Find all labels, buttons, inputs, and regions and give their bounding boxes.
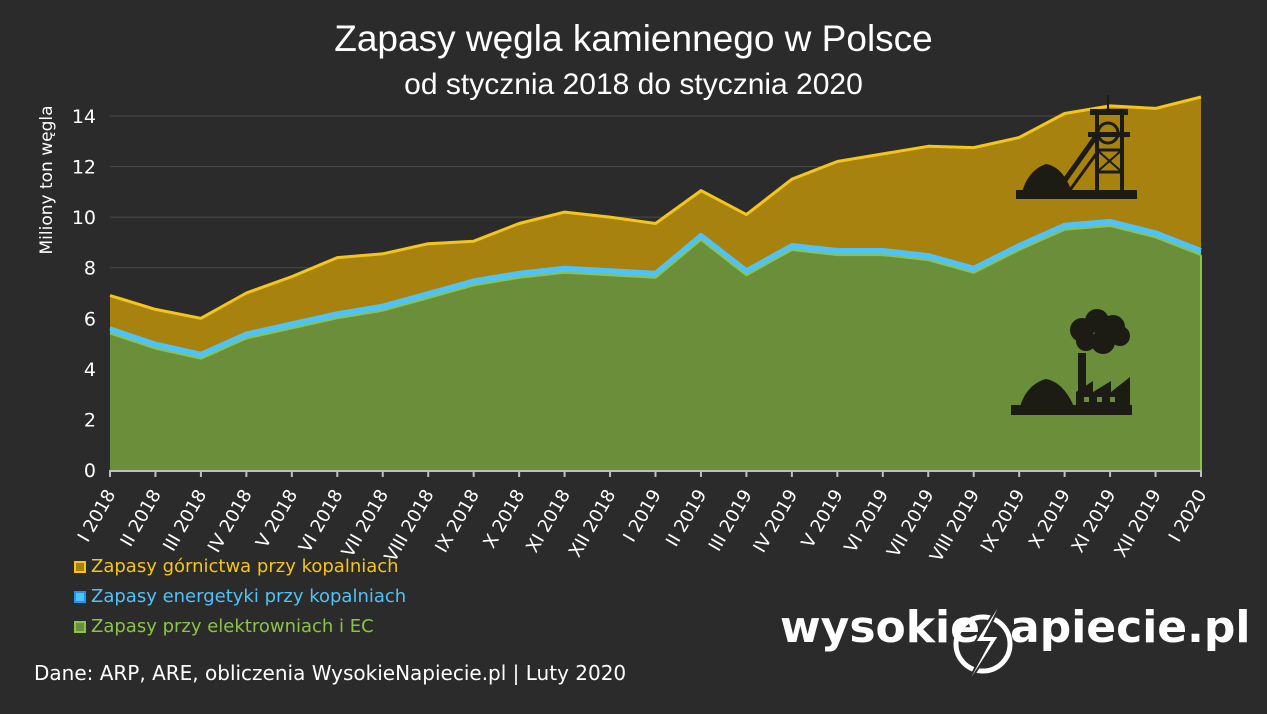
x-tick-label: III 2019 bbox=[705, 486, 757, 555]
y-tick-label: 4 bbox=[84, 359, 96, 381]
brand-logo: wysokie apiecie.pl bbox=[780, 590, 1250, 700]
legend-item-elektrownie: Zapasy przy elektrowniach i EC bbox=[74, 616, 374, 637]
y-tick-label: 0 bbox=[84, 460, 96, 482]
x-tick-label: IX 2018 bbox=[431, 486, 484, 556]
legend-swatch bbox=[74, 591, 86, 603]
y-tick-label: 10 bbox=[72, 207, 96, 229]
y-tick-label: 12 bbox=[72, 157, 96, 179]
source-note: Dane: ARP, ARE, obliczenia WysokieNapiec… bbox=[34, 661, 627, 685]
x-tick-label: X 2018 bbox=[479, 486, 529, 552]
legend-swatch bbox=[74, 561, 86, 573]
line-energetyka bbox=[109, 218, 1202, 356]
y-tick-label: 14 bbox=[72, 106, 96, 128]
logo-text-right: apiecie.pl bbox=[1010, 602, 1251, 653]
x-tick-label: I 2020 bbox=[1165, 486, 1212, 546]
x-tick-label: IX 2019 bbox=[977, 486, 1030, 556]
x-tick-label: V 2018 bbox=[252, 486, 302, 552]
x-tick-label: II 2018 bbox=[117, 486, 166, 550]
x-tick-label: X 2019 bbox=[1025, 486, 1075, 552]
area-gornictwo bbox=[110, 97, 1201, 354]
smoke-cloud-icon bbox=[1070, 309, 1130, 354]
legend-label: Zapasy energetyki przy kopalniach bbox=[91, 586, 407, 607]
x-tick-label: II 2019 bbox=[662, 486, 711, 550]
legend-item-gornictwo: Zapasy górnictwa przy kopalniach bbox=[74, 556, 399, 577]
legend-item-energetyka: Zapasy energetyki przy kopalniach bbox=[74, 586, 406, 607]
y-tick-label: 2 bbox=[84, 409, 96, 431]
x-tick-label: I 2018 bbox=[74, 486, 121, 546]
legend-label: Zapasy przy elektrowniach i EC bbox=[91, 616, 374, 637]
legend-swatch bbox=[74, 621, 86, 633]
area-elektrownie bbox=[110, 226, 1201, 470]
series-lines bbox=[109, 95, 1202, 470]
line-elektrownie bbox=[109, 225, 1202, 360]
x-tick-label: V 2019 bbox=[798, 486, 848, 552]
chart-title: Zapasy węgla kamiennego w Polsce bbox=[334, 18, 933, 59]
x-tick-label: IV 2018 bbox=[204, 486, 257, 556]
y-tick-label: 8 bbox=[84, 258, 96, 280]
x-tick-label: IV 2019 bbox=[749, 486, 802, 556]
legend-label: Zapasy górnictwa przy kopalniach bbox=[91, 556, 399, 577]
chart-subtitle: od stycznia 2018 do stycznia 2020 bbox=[404, 68, 863, 101]
mine-shaft-icon bbox=[1016, 95, 1137, 199]
y-axis-label: Miliony ton węgla bbox=[37, 105, 57, 254]
power-plant-icon bbox=[1011, 353, 1132, 415]
x-tick-label: III 2018 bbox=[159, 486, 211, 555]
line-gornictwo bbox=[109, 95, 1202, 320]
y-tick-label: 6 bbox=[84, 308, 96, 330]
logo-text-left: wysokie bbox=[780, 602, 980, 653]
lightning-icon bbox=[953, 591, 1013, 699]
x-tick-label: I 2019 bbox=[619, 486, 666, 546]
